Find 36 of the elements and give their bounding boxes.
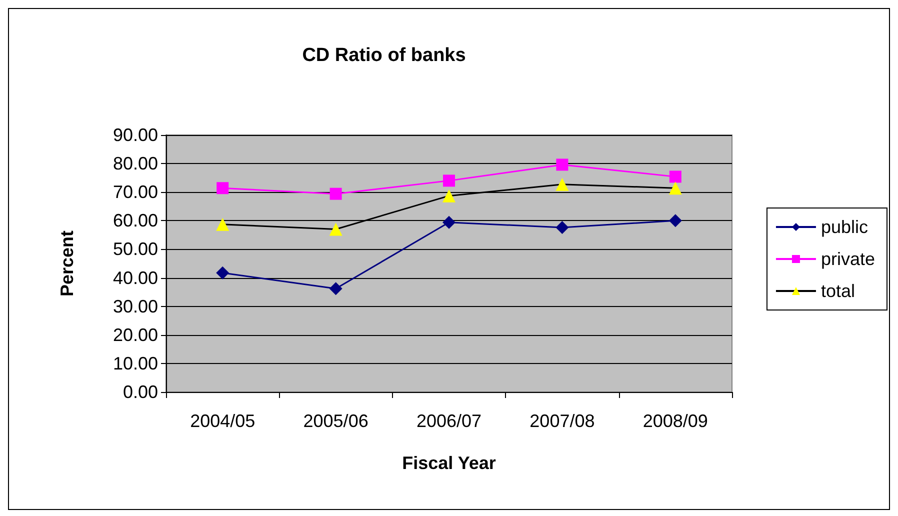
y-tick-label: 0.00 bbox=[122, 382, 158, 402]
point bbox=[442, 189, 456, 202]
point bbox=[556, 221, 569, 234]
point bbox=[329, 282, 342, 296]
legend-label: public bbox=[820, 217, 868, 237]
x-tick-label: 2004/05 bbox=[190, 411, 256, 431]
point bbox=[216, 218, 230, 231]
y-tick-label: 70.00 bbox=[112, 182, 158, 202]
y-tick-label: 50.00 bbox=[112, 239, 158, 260]
y-tick-label: 10.00 bbox=[112, 353, 158, 374]
legend-label: private bbox=[820, 249, 876, 269]
y-tick-label: 40.00 bbox=[112, 268, 158, 288]
point bbox=[216, 266, 230, 280]
x-axis-title: Fiscal Year bbox=[402, 453, 496, 473]
point bbox=[442, 216, 456, 229]
point bbox=[556, 158, 568, 171]
y-tick-label: 60.00 bbox=[112, 210, 158, 231]
x-tick-label: 2006/07 bbox=[416, 411, 482, 431]
x-tick-label: 2008/09 bbox=[642, 411, 708, 431]
y-tick-label: 20.00 bbox=[112, 324, 158, 345]
point bbox=[443, 174, 455, 187]
point bbox=[668, 214, 682, 228]
legend-label: total bbox=[820, 281, 856, 301]
point bbox=[668, 182, 682, 195]
y-axis-title: Percent bbox=[57, 230, 77, 297]
x-tick-label: 2005/06 bbox=[303, 411, 368, 431]
point bbox=[216, 182, 229, 194]
point bbox=[669, 170, 682, 183]
point bbox=[330, 188, 342, 200]
y-tick-label: 80.00 bbox=[112, 154, 158, 174]
y-tick-label: 90.00 bbox=[112, 125, 158, 145]
point bbox=[329, 222, 342, 236]
y-tick-label: 30.00 bbox=[112, 296, 158, 316]
x-tick-label: 2007/08 bbox=[530, 411, 595, 431]
point bbox=[556, 178, 569, 191]
chart-title: CD Ratio of banks bbox=[302, 45, 466, 66]
